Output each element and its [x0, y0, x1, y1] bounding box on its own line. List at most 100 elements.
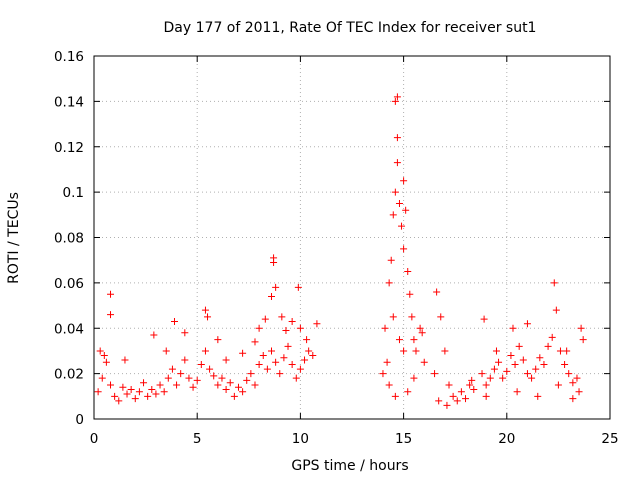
data-point — [107, 290, 115, 298]
data-point — [296, 324, 304, 332]
x-tick-label: 5 — [193, 431, 202, 447]
data-point — [441, 347, 449, 355]
data-point — [431, 370, 439, 378]
y-tick-label: 0.08 — [54, 231, 84, 247]
data-point — [100, 351, 108, 359]
data-point — [466, 381, 474, 389]
data-point — [278, 313, 286, 321]
data-point — [443, 401, 451, 409]
data-point — [540, 361, 548, 369]
data-point — [561, 361, 569, 369]
data-point — [276, 370, 284, 378]
data-point — [140, 379, 148, 387]
data-point — [400, 245, 408, 253]
x-tick-label: 0 — [90, 431, 99, 447]
data-point — [453, 397, 461, 405]
data-point — [395, 199, 403, 207]
data-point — [282, 327, 290, 335]
data-point — [251, 338, 259, 346]
data-point — [193, 376, 201, 384]
data-point — [107, 381, 115, 389]
data-point — [513, 388, 521, 396]
data-point — [435, 397, 443, 405]
data-point — [404, 268, 412, 276]
data-point — [412, 347, 420, 355]
data-point — [379, 370, 387, 378]
data-point — [96, 347, 104, 355]
data-point — [201, 306, 209, 314]
data-point — [255, 324, 263, 332]
data-point — [121, 356, 129, 364]
data-point — [385, 279, 393, 287]
data-point — [398, 222, 406, 230]
data-point — [552, 306, 560, 314]
y-axis-label: ROTI / TECUs — [6, 192, 22, 284]
y-tick-label: 0.12 — [54, 140, 84, 156]
data-point — [395, 336, 403, 344]
data-point — [509, 324, 517, 332]
data-point — [247, 370, 255, 378]
data-point — [383, 358, 391, 366]
data-point — [495, 358, 503, 366]
data-point — [410, 336, 418, 344]
data-point — [170, 317, 178, 325]
data-point — [261, 315, 269, 323]
data-point — [507, 351, 515, 359]
data-point — [400, 177, 408, 185]
data-point — [239, 349, 247, 357]
data-point — [449, 392, 457, 400]
data-point — [135, 388, 143, 396]
data-point — [389, 211, 397, 219]
y-tick-label: 0.1 — [63, 185, 84, 201]
data-point — [482, 392, 490, 400]
data-point — [123, 390, 131, 398]
x-axis-label: GPS time / hours — [291, 458, 408, 474]
data-point — [119, 383, 127, 391]
data-point — [387, 256, 395, 264]
data-point — [268, 292, 276, 300]
data-point — [575, 388, 583, 396]
grid-lines — [94, 56, 610, 419]
data-point — [536, 354, 544, 362]
data-point — [569, 379, 577, 387]
data-point — [482, 381, 490, 389]
data-point — [288, 361, 296, 369]
data-point — [523, 370, 531, 378]
data-point — [468, 376, 476, 384]
data-point — [303, 336, 311, 344]
x-tick-label: 10 — [292, 431, 309, 447]
chart-title: Day 177 of 2011, Rate Of TEC Index for r… — [164, 20, 537, 36]
data-point — [569, 395, 577, 403]
data-point — [226, 379, 234, 387]
data-point — [503, 367, 511, 375]
data-point — [222, 386, 230, 394]
data-point — [391, 188, 399, 196]
data-point — [294, 283, 302, 291]
data-point — [565, 370, 573, 378]
data-point — [402, 206, 410, 214]
y-tick-label: 0.02 — [54, 367, 84, 383]
data-point — [162, 347, 170, 355]
data-point — [255, 361, 263, 369]
data-point — [523, 320, 531, 328]
data-point — [499, 374, 507, 382]
data-point — [214, 381, 222, 389]
data-point — [201, 347, 209, 355]
data-point — [554, 381, 562, 389]
data-point — [268, 347, 276, 355]
data-point — [577, 324, 585, 332]
data-point — [288, 317, 296, 325]
data-point — [406, 290, 414, 298]
data-point — [305, 347, 313, 355]
data-point — [579, 336, 587, 344]
data-point — [102, 358, 110, 366]
data-point — [389, 313, 397, 321]
data-point — [230, 392, 238, 400]
data-point — [185, 374, 193, 382]
data-point — [393, 93, 401, 101]
data-point — [272, 283, 280, 291]
y-tick-label: 0.14 — [54, 94, 84, 110]
data-point — [156, 381, 164, 389]
data-point — [239, 388, 247, 396]
